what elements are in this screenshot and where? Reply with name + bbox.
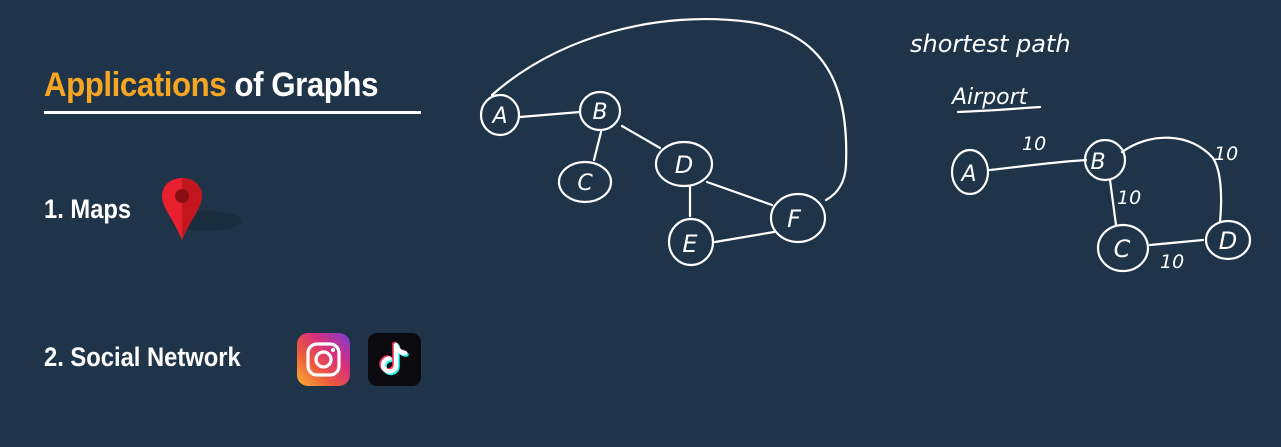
graph2-edge-a-b bbox=[988, 158, 1088, 172]
weight-a-b: 10 bbox=[1022, 133, 1046, 155]
svg-text:C: C bbox=[1114, 235, 1131, 263]
tiktok-icon bbox=[368, 333, 421, 386]
graph1-node-c: C bbox=[557, 160, 613, 204]
weight-b-c: 10 bbox=[1117, 187, 1141, 209]
graph1-edge-b-c bbox=[592, 130, 603, 162]
graph2-edge-b-d bbox=[1120, 136, 1223, 224]
svg-text:D: D bbox=[675, 151, 693, 179]
graph2-node-d: D bbox=[1204, 219, 1252, 261]
note-shortest-path: shortest path bbox=[910, 30, 1071, 58]
graph2-edge-b-c bbox=[1108, 178, 1118, 227]
graph2-node-a: A bbox=[950, 148, 990, 196]
instagram-icon bbox=[297, 333, 350, 386]
svg-text:A: A bbox=[959, 162, 976, 187]
svg-text:F: F bbox=[787, 205, 802, 233]
note-airport: Airport bbox=[950, 85, 1029, 110]
graph1-edge-b-d bbox=[620, 124, 662, 150]
graph2-edges bbox=[988, 136, 1223, 247]
weight-b-d: 10 bbox=[1214, 143, 1238, 165]
graph1-node-e: E bbox=[667, 217, 715, 267]
svg-text:E: E bbox=[682, 230, 698, 258]
svg-text:B: B bbox=[1090, 150, 1105, 175]
graph1-edge-a-b bbox=[518, 110, 582, 119]
graph1-node-b: B bbox=[578, 90, 622, 132]
map-pin-icon bbox=[162, 178, 242, 240]
graph2-node-c: C bbox=[1096, 223, 1150, 273]
list-item-social-network: 2. Social Network bbox=[44, 342, 241, 372]
graph1-edge-a-f bbox=[490, 17, 848, 202]
svg-text:C: C bbox=[577, 171, 593, 196]
graph2-node-b: B bbox=[1083, 138, 1127, 182]
graph1-edge-d-f bbox=[705, 180, 774, 207]
svg-text:B: B bbox=[592, 100, 607, 125]
svg-text:A: A bbox=[490, 104, 507, 129]
title-underline bbox=[44, 111, 421, 114]
weight-c-d: 10 bbox=[1160, 251, 1184, 273]
graph1-edge-e-f bbox=[713, 230, 776, 244]
title-rest: of Graphs bbox=[234, 66, 379, 104]
svg-text:D: D bbox=[1219, 227, 1237, 255]
title-accent: Applications bbox=[44, 66, 227, 104]
list-item-maps: 1. Maps bbox=[44, 194, 132, 224]
slide-title: Applications of Graphs bbox=[44, 66, 378, 105]
graph1-node-a: A bbox=[479, 93, 521, 137]
note-airport-underline bbox=[956, 105, 1042, 114]
graph2-edge-c-d bbox=[1148, 238, 1205, 247]
graph1-node-f: F bbox=[769, 192, 827, 244]
graph1-node-d: D bbox=[654, 140, 714, 188]
graph1-edges bbox=[490, 17, 848, 244]
